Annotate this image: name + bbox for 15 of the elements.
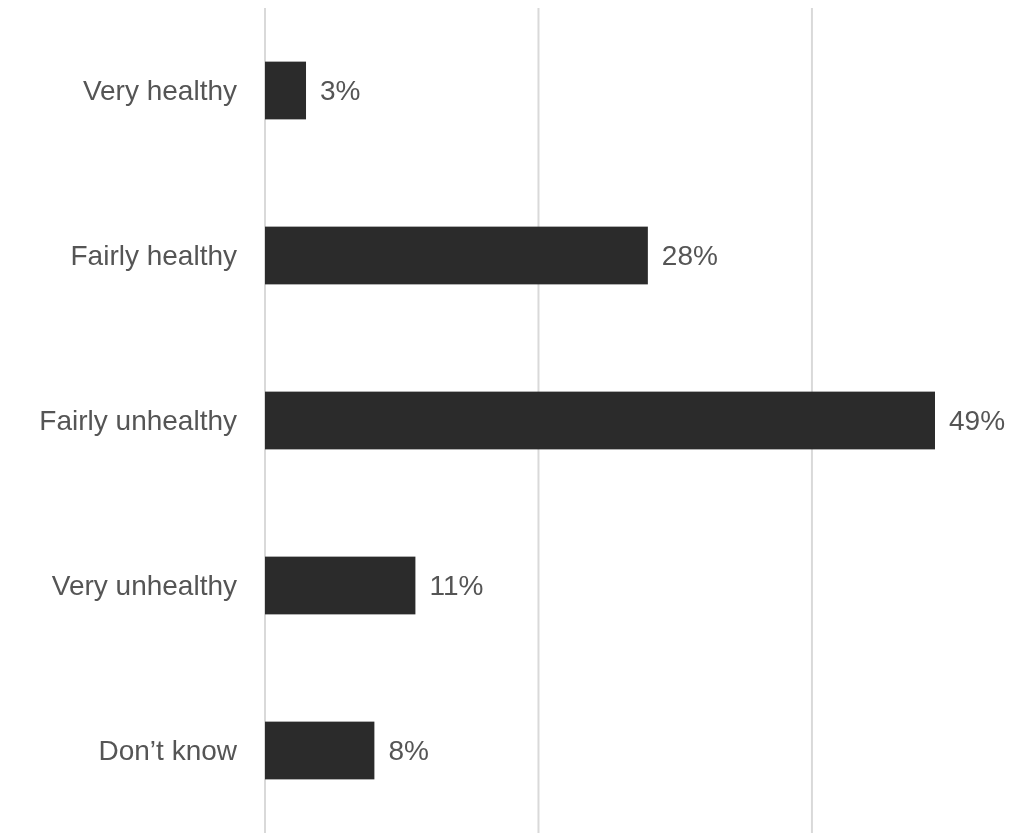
bar (265, 556, 416, 615)
data-label: 8% (388, 735, 429, 767)
bar (265, 61, 307, 120)
y-tick-label: Very unhealthy (51, 570, 237, 602)
y-tick-label: Very healthy (82, 75, 237, 107)
data-label: 11% (429, 570, 484, 602)
bar (265, 391, 935, 450)
y-tick-label: Don’t know (98, 735, 238, 767)
data-label: 28% (661, 240, 718, 272)
bar (265, 226, 648, 285)
data-label: 3% (320, 75, 361, 107)
data-label: 49% (949, 405, 1006, 437)
y-tick-label: Fairly unhealthy (39, 405, 237, 437)
bar (265, 721, 375, 780)
y-tick-label: Fairly healthy (70, 240, 237, 272)
